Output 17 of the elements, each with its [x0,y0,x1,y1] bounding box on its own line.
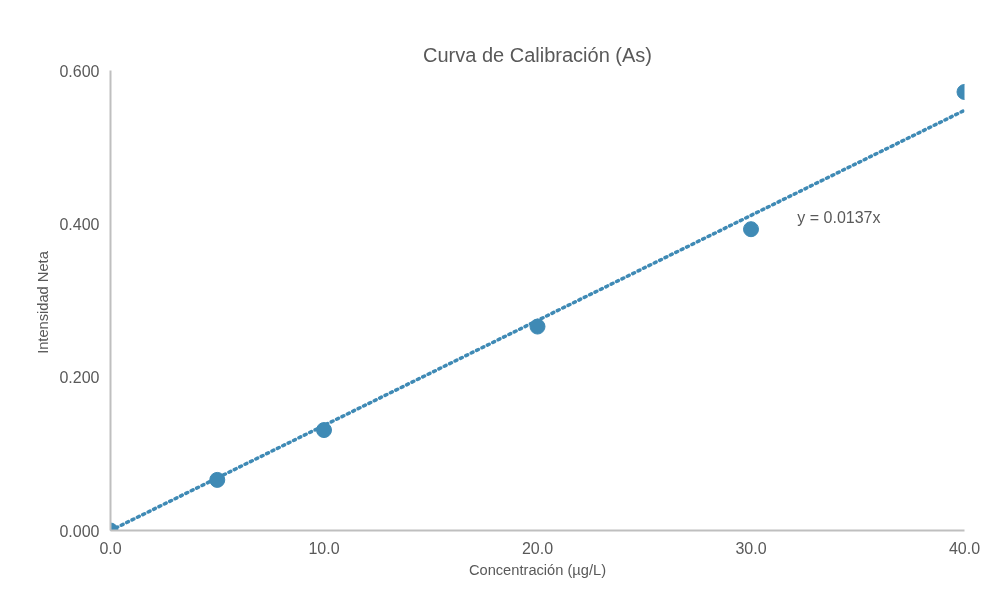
point [743,221,759,238]
annotation: y = 0.0137x [797,208,881,226]
x-tick-label: 20.0 [521,539,554,557]
x-tick-label: 10.0 [308,539,340,557]
y-axis-title: Intensidad Neta [35,250,52,354]
x-tick-label: 40.0 [948,539,981,557]
point [316,422,332,439]
y-tick-label: 0.400 [59,215,100,233]
point [209,471,226,488]
point [529,318,546,335]
y-tick-label: 0.600 [59,62,100,80]
y-tick-label: 0.000 [59,522,100,540]
x-axis-title: Concentración (µg/L) [468,561,607,578]
x-tick-label: 30.0 [735,539,767,557]
y-tick-label: 0.200 [59,369,100,387]
chart-title: Curva de Calibración (As) [423,43,652,66]
x-tick-label: 0.0 [99,539,122,557]
